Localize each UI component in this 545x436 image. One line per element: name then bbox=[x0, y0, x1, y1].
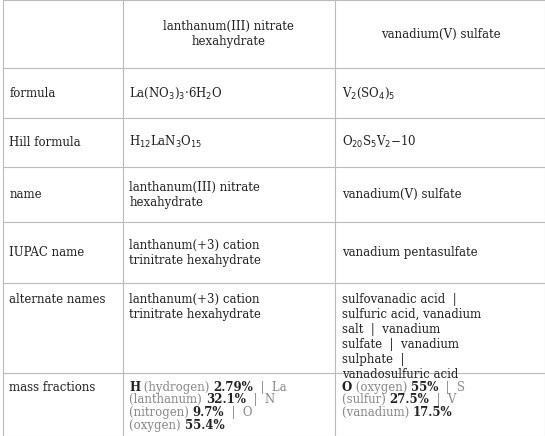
Text: Hill formula: Hill formula bbox=[9, 136, 81, 149]
Text: |  N: | N bbox=[246, 393, 275, 406]
Text: O: O bbox=[342, 381, 352, 394]
Text: (hydrogen): (hydrogen) bbox=[140, 381, 214, 394]
Text: sulfovanadic acid  |
sulfuric acid, vanadium
salt  |  vanadium
sulfate  |  vanad: sulfovanadic acid | sulfuric acid, vanad… bbox=[342, 293, 481, 381]
Text: |  V: | V bbox=[429, 393, 457, 406]
Text: lanthanum(+3) cation
trinitrate hexahydrate: lanthanum(+3) cation trinitrate hexahydr… bbox=[129, 293, 261, 321]
Text: (oxygen): (oxygen) bbox=[129, 419, 185, 432]
Text: (vanadium): (vanadium) bbox=[342, 406, 413, 419]
Text: formula: formula bbox=[9, 87, 56, 99]
Text: |  S: | S bbox=[439, 381, 465, 394]
Text: H$_{12}$LaN$_3$O$_{15}$: H$_{12}$LaN$_3$O$_{15}$ bbox=[129, 134, 203, 150]
Text: V$_2$(SO$_4$)$_5$: V$_2$(SO$_4$)$_5$ bbox=[342, 85, 395, 101]
Text: name: name bbox=[9, 188, 42, 201]
Text: lanthanum(III) nitrate
hexahydrate: lanthanum(III) nitrate hexahydrate bbox=[164, 20, 294, 48]
Text: IUPAC name: IUPAC name bbox=[9, 246, 84, 259]
Text: O$_{20}$S$_5$V$_2$−10: O$_{20}$S$_5$V$_2$−10 bbox=[342, 134, 416, 150]
Text: vanadium pentasulfate: vanadium pentasulfate bbox=[342, 246, 477, 259]
Text: 9.7%: 9.7% bbox=[193, 406, 225, 419]
Text: La(NO$_3$)$_3$·6H$_2$O: La(NO$_3$)$_3$·6H$_2$O bbox=[129, 85, 222, 101]
Text: (oxygen): (oxygen) bbox=[352, 381, 411, 394]
Text: H: H bbox=[129, 381, 140, 394]
Text: mass fractions: mass fractions bbox=[9, 381, 95, 394]
Text: (nitrogen): (nitrogen) bbox=[129, 406, 193, 419]
Text: 32.1%: 32.1% bbox=[205, 393, 246, 406]
Text: (lanthanum): (lanthanum) bbox=[129, 393, 205, 406]
Text: 27.5%: 27.5% bbox=[389, 393, 429, 406]
Text: lanthanum(+3) cation
trinitrate hexahydrate: lanthanum(+3) cation trinitrate hexahydr… bbox=[129, 239, 261, 267]
Text: vanadium(V) sulfate: vanadium(V) sulfate bbox=[380, 28, 500, 41]
Text: lanthanum(III) nitrate
hexahydrate: lanthanum(III) nitrate hexahydrate bbox=[129, 181, 260, 209]
Text: |  La: | La bbox=[253, 381, 287, 394]
Text: 17.5%: 17.5% bbox=[413, 406, 452, 419]
Text: 2.79%: 2.79% bbox=[214, 381, 253, 394]
Text: |  O: | O bbox=[225, 406, 253, 419]
Text: 55%: 55% bbox=[411, 381, 439, 394]
Text: vanadium(V) sulfate: vanadium(V) sulfate bbox=[342, 188, 461, 201]
Text: alternate names: alternate names bbox=[9, 293, 106, 306]
Text: (sulfur): (sulfur) bbox=[342, 393, 389, 406]
Text: 55.4%: 55.4% bbox=[185, 419, 224, 432]
